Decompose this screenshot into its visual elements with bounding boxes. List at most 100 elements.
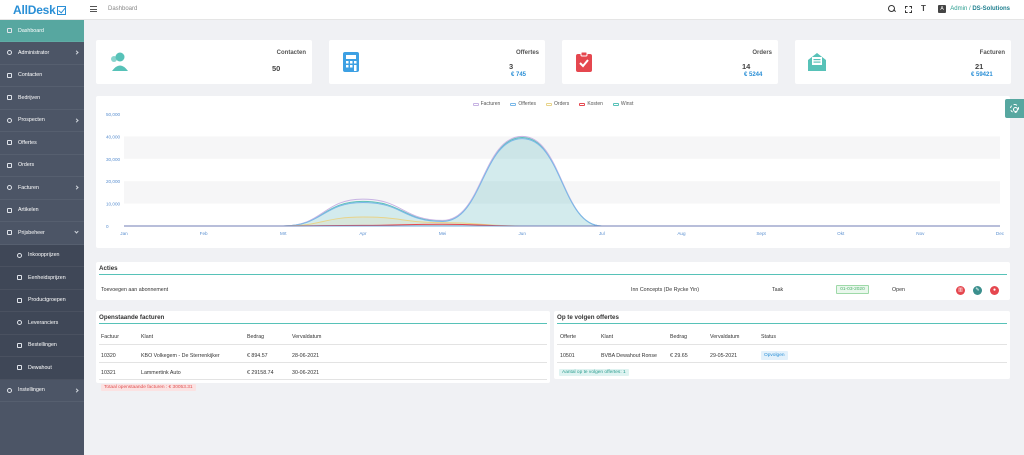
sidebar-item-facturen[interactable]: Facturen — [0, 177, 84, 200]
user-separator: / — [967, 6, 973, 12]
legend-swatch — [579, 102, 586, 106]
sidebar-item-artikelen[interactable]: Artikelen — [0, 200, 84, 222]
stat-amount: € 59421 — [971, 72, 993, 78]
delete-button[interactable]: ▥ — [956, 286, 965, 295]
legend-item[interactable]: Facturen — [472, 101, 500, 107]
chevron-right-icon — [74, 185, 79, 190]
x-tick-label: Nov — [916, 231, 925, 236]
sidebar-item-eenheidsprijzen[interactable]: Eenheidsprijzen — [0, 267, 84, 290]
sidebar-item-bestellingen[interactable]: Bestellingen — [0, 334, 84, 357]
sidebar-item-label: Administrator — [18, 49, 50, 56]
sidebar-item-administrator[interactable]: Administrator — [0, 42, 84, 65]
sidebar-item-label: Productgroepen — [28, 297, 66, 304]
copy-icon — [17, 342, 22, 348]
sidebar-item-leveranciers[interactable]: Leveranciers — [0, 312, 84, 335]
acties-panel: Acties Toevoegen aan abonnement Inn Conc… — [96, 262, 1010, 300]
stat-title: Contacten — [276, 50, 306, 56]
sidebar-item-dashboard[interactable]: Dashboard — [0, 20, 84, 42]
fullscreen-icon[interactable] — [905, 5, 912, 13]
sidebar-item-label: Bedrijven — [18, 94, 41, 101]
sidebar: Dashboard Administrator Contacten Bedrijven… — [0, 20, 84, 455]
database-icon — [17, 297, 22, 303]
column-header[interactable]: Status — [761, 334, 777, 340]
settings-button[interactable] — [1005, 99, 1024, 118]
table-cell[interactable]: 10501 — [560, 353, 575, 359]
article-icon — [7, 207, 12, 213]
sidebar-item-inkoopprijzen[interactable]: Inkoopprijzen — [0, 244, 84, 267]
column-header[interactable]: Bedrag — [247, 334, 265, 340]
legend-item[interactable]: Winst — [612, 101, 633, 107]
status-badge[interactable]: Opvolgen — [761, 351, 788, 360]
column-header[interactable]: Klant — [601, 334, 614, 340]
x-tick-label: Jun — [518, 231, 526, 236]
table-cell[interactable]: € 894.57 — [247, 353, 268, 359]
legend-item[interactable]: Orders — [546, 101, 569, 107]
actie-description: Toevoegen aan abonnement — [101, 287, 169, 293]
table-cell[interactable]: BVBA Dewahout Ronse — [601, 353, 657, 359]
menu-toggle-icon[interactable] — [90, 6, 97, 12]
table-cell[interactable]: 28-06-2021 — [292, 353, 320, 359]
sidebar-item-bedrijven[interactable]: Bedrijven — [0, 87, 84, 110]
stat-card-offertes[interactable]: Offertes 3 € 745 — [329, 40, 545, 84]
sidebar-item-label: Eenheidsprijzen — [28, 274, 66, 281]
orders-icon — [7, 162, 12, 168]
stat-card-facturen[interactable]: Facturen 21 € 59421 — [795, 40, 1011, 84]
chart-legend: Facturen Offertes Orders Kosten Winst — [96, 101, 1010, 107]
stat-value: 3 — [509, 62, 514, 71]
table-cell[interactable]: 10321 — [101, 370, 116, 376]
grid-band — [124, 181, 1000, 204]
close-button[interactable]: ● — [990, 286, 999, 295]
app-logo[interactable]: AllDesk — [13, 3, 66, 17]
stat-card-orders[interactable]: Orders 14 € 5244 — [562, 40, 778, 84]
table-cell[interactable]: € 29158.74 — [247, 370, 274, 376]
sidebar-item-label: Inkoopprijzen — [28, 252, 60, 259]
stat-title: Facturen — [979, 50, 1005, 56]
y-tick-label: 0 — [106, 224, 109, 229]
column-header[interactable]: Offerte — [560, 334, 577, 340]
legend-item[interactable]: Kosten — [579, 101, 603, 107]
actie-contact: Inn Concepts (De Rycke Yin) — [631, 287, 700, 293]
sidebar-item-label: Orders — [18, 162, 35, 169]
table-cell[interactable]: 10320 — [101, 353, 116, 359]
search-icon[interactable] — [888, 5, 896, 13]
table-cell[interactable]: 30-06-2021 — [292, 370, 320, 376]
mail-open-icon — [807, 51, 827, 73]
chevron-down-icon — [74, 229, 79, 234]
top-bar: AllDesk Dashboard T A Admin / DS-Solutio… — [0, 0, 1024, 20]
translate-icon[interactable]: A — [938, 5, 946, 13]
column-header[interactable]: Bedrag — [670, 334, 688, 340]
column-header[interactable]: Klant — [141, 334, 154, 340]
table-cell[interactable]: KBO Volkegem - De Sterrenkijker — [141, 353, 220, 359]
column-header[interactable]: Factuur — [101, 334, 119, 340]
y-tick-label: 50,000 — [106, 112, 120, 117]
openstaande-facturen-panel: Openstaande facturen Factuur Klant Bedrag V… — [96, 311, 550, 391]
column-header[interactable]: Vervaldatum — [292, 334, 322, 340]
sidebar-item-prospecten[interactable]: Prospecten — [0, 110, 84, 132]
sidebar-item-label: Prospecten — [18, 117, 45, 124]
truck-icon — [17, 320, 22, 326]
legend-swatch — [510, 102, 517, 106]
sidebar-item-dewahout[interactable]: Dewahout — [0, 357, 84, 380]
table-cell[interactable]: € 29.65 — [670, 353, 688, 359]
sidebar-item-label: Facturen — [18, 184, 39, 191]
edit-button[interactable]: ✎ — [973, 286, 982, 295]
sidebar-item-label: Contacten — [18, 72, 43, 79]
stat-amount: € 745 — [511, 72, 527, 78]
sidebar-item-label: Prijsbeheer — [18, 229, 45, 236]
stat-card-contacten[interactable]: Contacten 50 — [96, 40, 312, 84]
actie-row[interactable]: Toevoegen aan abonnement Inn Concepts (D… — [100, 282, 1006, 296]
chart-svg: 0 10,000 20,000 30,000 40,000 50,000 Jan Feb Mrt… — [106, 112, 1005, 236]
breadcrumb[interactable]: Dashboard — [108, 6, 138, 12]
sidebar-item-instellingen[interactable]: Instellingen — [0, 380, 84, 402]
table-cell[interactable]: Lammertink Auto — [141, 370, 181, 376]
user-menu[interactable]: Admin / DS-Solutions — [950, 6, 1010, 12]
sidebar-item-offertes[interactable]: Offertes — [0, 132, 84, 155]
font-size-icon[interactable]: T — [921, 4, 926, 13]
sidebar-item-productgroepen[interactable]: Productgroepen — [0, 289, 84, 312]
sidebar-item-orders[interactable]: Orders — [0, 155, 84, 177]
sidebar-item-contacten[interactable]: Contacten — [0, 65, 84, 87]
table-cell[interactable]: 29-05-2021 — [710, 353, 738, 359]
legend-item[interactable]: Offertes — [510, 101, 536, 107]
sidebar-item-prijsbeheer[interactable]: Prijsbeheer — [0, 222, 84, 245]
column-header[interactable]: Vervaldatum — [710, 334, 740, 340]
